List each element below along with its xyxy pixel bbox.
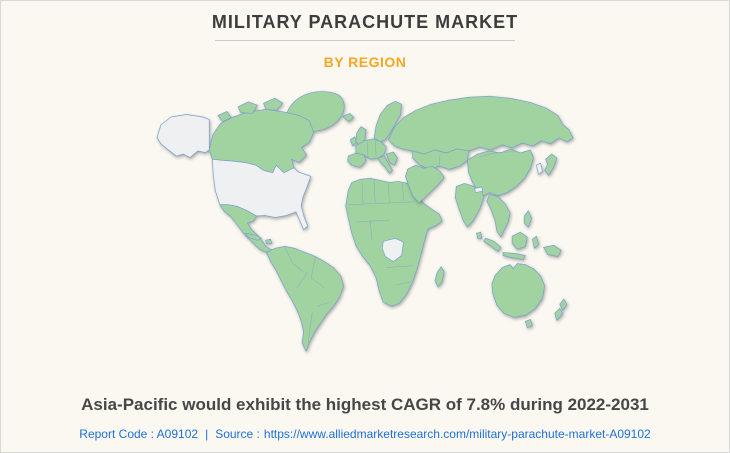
island-new-guinea: [543, 244, 562, 257]
country-usa: [211, 158, 312, 230]
island-hispaniola: [265, 238, 273, 245]
report-code: Report Code : A09102: [79, 427, 199, 441]
country-middle-east: [405, 164, 445, 204]
country-scandinavia: [373, 100, 402, 143]
island-sri-lanka: [476, 231, 483, 239]
country-korea-light: [536, 162, 543, 175]
page-subtitle: BY REGION: [323, 54, 407, 70]
region-asia: [387, 95, 574, 260]
report-footer: Report Code : A09102 | Source : https://www…: [1, 427, 729, 441]
footer-separator: |: [205, 427, 209, 441]
island-philippines: [523, 210, 532, 228]
country-alaska-usa: [156, 114, 210, 158]
world-map-svg: [156, 91, 574, 352]
country-japan: [544, 153, 558, 176]
island-tasmania: [524, 319, 533, 328]
source-url-link[interactable]: https://www.alliedmarketresearch.com/mil…: [263, 427, 651, 441]
country-central-africa-light: [381, 237, 404, 262]
arctic-island: [263, 97, 284, 111]
country-south-america: [266, 246, 345, 352]
region-north-america: [156, 91, 345, 255]
title-divider: [215, 40, 515, 41]
asia-borders: [438, 151, 517, 168]
island-new-zealand-north: [559, 298, 568, 311]
country-iceland: [342, 113, 355, 122]
island-sulawesi: [532, 235, 539, 249]
region-oceania: [491, 244, 568, 328]
world-map: [156, 89, 574, 353]
island-cuba: [244, 232, 262, 241]
arctic-island: [237, 101, 258, 114]
region-europe: [342, 100, 402, 174]
country-italy: [377, 155, 393, 174]
africa-borders: [348, 180, 415, 286]
country-nepal-light: [474, 186, 484, 193]
region-south-america: [266, 246, 345, 352]
country-india: [454, 183, 485, 228]
island-java: [502, 252, 526, 260]
country-russia: [387, 95, 574, 155]
country-central-asia: [412, 148, 469, 170]
island-borneo: [511, 231, 528, 250]
country-indochina: [486, 194, 511, 238]
island-madagascar: [434, 266, 445, 288]
country-balkans: [385, 151, 398, 166]
island-sumatra: [483, 237, 502, 252]
region-africa: [345, 178, 445, 307]
arctic-island: [217, 111, 232, 122]
south-america-borders: [284, 247, 330, 342]
page-title: MILITARY PARACHUTE MARKET: [211, 12, 519, 32]
country-central-europe: [355, 138, 387, 160]
island-new-zealand-south: [554, 307, 564, 321]
caption-text: Asia-Pacific would exhibit the highest C…: [81, 395, 649, 414]
country-mexico-central-america: [219, 204, 277, 255]
country-uk: [355, 126, 367, 147]
country-australia: [491, 263, 545, 318]
europe-borders: [366, 140, 377, 158]
source-label: Source :: [215, 427, 260, 441]
